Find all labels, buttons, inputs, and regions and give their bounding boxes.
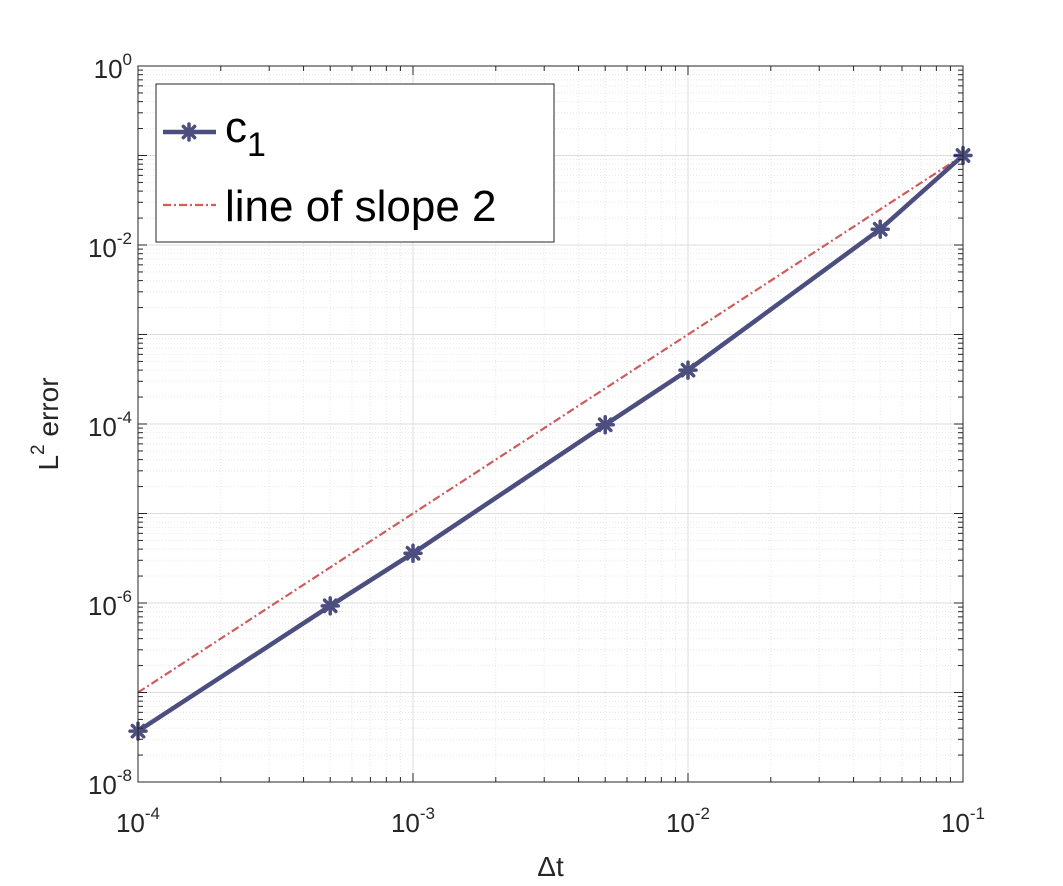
x-tick-label-exponent: -1 (970, 804, 985, 823)
x-tick-label-base: 10 (941, 808, 970, 838)
marker-stroke (405, 545, 421, 561)
x-tick-label-base: 10 (391, 808, 420, 838)
y-tick-label-exponent: -4 (117, 408, 132, 427)
y-tick-label-exponent: -2 (117, 229, 132, 248)
legend-label-c1-base: c (225, 103, 247, 152)
marker-stroke (181, 124, 197, 140)
x-tick-label: 10-4 (116, 804, 160, 838)
marker-stroke (680, 362, 696, 378)
marker-stroke (597, 417, 613, 433)
y-axis-title: L2 error (28, 377, 64, 470)
legend-box (155, 83, 555, 243)
marker-stroke (872, 221, 888, 237)
data-point-c1 (320, 596, 340, 616)
x-axis-title: Δt (537, 851, 564, 882)
data-point-c1 (403, 543, 423, 563)
y-tick-label-exponent: -6 (117, 587, 132, 606)
series-line-slope-2 (137, 154, 964, 694)
x-tick-label: 10-3 (391, 804, 435, 838)
x-tick-label-exponent: -3 (420, 804, 435, 823)
y-axis-title-exponent: 2 (28, 444, 49, 455)
x-tick-label: 10-1 (941, 804, 985, 838)
legend-label-slope-line-text: line of slope 2 (225, 182, 497, 231)
x-axis-title-text: Δt (537, 851, 564, 882)
y-axis-title-base: L (33, 455, 64, 471)
data-point-c1 (678, 360, 698, 380)
x-tick-label-base: 10 (666, 808, 695, 838)
y-tick-label-base: 10 (88, 591, 117, 621)
legend-marker-stroke (179, 122, 199, 142)
marker-stroke (322, 598, 338, 614)
legend-label-c1: c1 (225, 103, 266, 164)
series-layer (128, 145, 973, 741)
y-tick-label-base: 10 (88, 412, 117, 442)
y-axis-title-rest: error (33, 377, 64, 444)
x-tick-label: 10-2 (666, 804, 710, 838)
data-point-c1 (870, 219, 890, 239)
legend: c1 line of slope 2 (155, 83, 555, 243)
x-tick-label-exponent: -2 (695, 804, 710, 823)
y-tick-label-exponent: 0 (123, 50, 132, 69)
tick-marks (137, 65, 964, 783)
x-tick-labels: 10-4 10-3 10-2 10-1 (116, 804, 985, 838)
y-tick-label: 10-2 (88, 229, 132, 263)
y-tick-label-base: 10 (94, 54, 123, 84)
y-tick-label-base: 10 (88, 770, 117, 800)
y-tick-label: 10-4 (88, 408, 132, 442)
x-tick-label-base: 10 (116, 808, 145, 838)
y-tick-label: 10-8 (88, 766, 132, 800)
x-tick-label-exponent: -4 (145, 804, 160, 823)
data-point-c1 (595, 415, 615, 435)
legend-label-slope-line: line of slope 2 (225, 182, 497, 231)
legend-marker-c1 (179, 122, 199, 142)
y-tick-label: 100 (94, 50, 132, 84)
y-tick-label-exponent: -8 (117, 766, 132, 785)
legend-label-c1-subscript: 1 (247, 126, 266, 164)
y-tick-label: 10-6 (88, 587, 132, 621)
y-tick-label-base: 10 (88, 233, 117, 263)
